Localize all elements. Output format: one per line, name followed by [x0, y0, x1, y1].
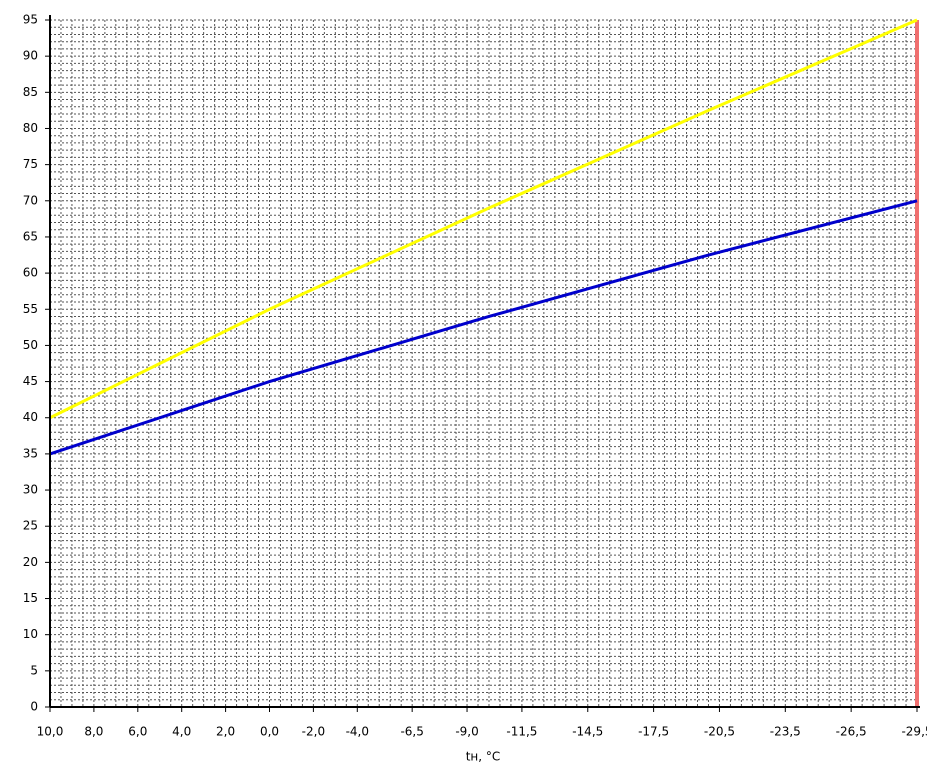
y-tick-label: 15: [23, 591, 38, 605]
y-tick-label: 25: [23, 519, 38, 533]
y-tick-label: 50: [23, 338, 38, 352]
y-tick-label: 5: [30, 663, 38, 677]
x-axis-label: tн, °C: [466, 750, 501, 764]
y-tick-label: 65: [23, 229, 38, 243]
y-tick-label: 40: [23, 410, 38, 424]
y-tick-label: 90: [23, 49, 38, 63]
x-tick-label: 4,0: [172, 725, 191, 739]
y-tick-label: 10: [23, 627, 38, 641]
x-tick-label: -29,5: [901, 725, 927, 739]
y-tick-label: 75: [23, 157, 38, 171]
y-tick-label: 0: [30, 700, 38, 714]
series-line: [49, 199, 918, 456]
x-tick-label: -26,5: [836, 725, 867, 739]
y-tick-label: 20: [23, 555, 38, 569]
x-tick-label: 6,0: [128, 725, 147, 739]
x-tick-label: -9,0: [455, 725, 478, 739]
x-tick-label: 8,0: [84, 725, 103, 739]
y-tick-label: 35: [23, 446, 38, 460]
y-tick-label: 30: [23, 483, 38, 497]
x-tick-label: -4,0: [346, 725, 369, 739]
x-tick-label: -11,5: [506, 725, 537, 739]
x-tick-label: -17,5: [638, 725, 669, 739]
y-tick-label: 80: [23, 121, 38, 135]
x-tick-label: -2,0: [302, 725, 325, 739]
x-tick-label: -20,5: [704, 725, 735, 739]
y-tick-label: 70: [23, 193, 38, 207]
y-tick-label: 55: [23, 302, 38, 316]
x-tick-label: -14,5: [572, 725, 603, 739]
y-tick-label: 45: [23, 374, 38, 388]
y-tick-label: 60: [23, 266, 38, 280]
x-tick-label: 10,0: [37, 725, 64, 739]
x-tick-label: -23,5: [770, 725, 801, 739]
y-tick-label: 85: [23, 85, 38, 99]
x-tick-label: 2,0: [216, 725, 235, 739]
x-tick-label: 0,0: [260, 725, 279, 739]
series-line: [49, 18, 918, 420]
x-tick-label: -6,5: [400, 725, 423, 739]
y-tick-label: 95: [23, 13, 38, 27]
